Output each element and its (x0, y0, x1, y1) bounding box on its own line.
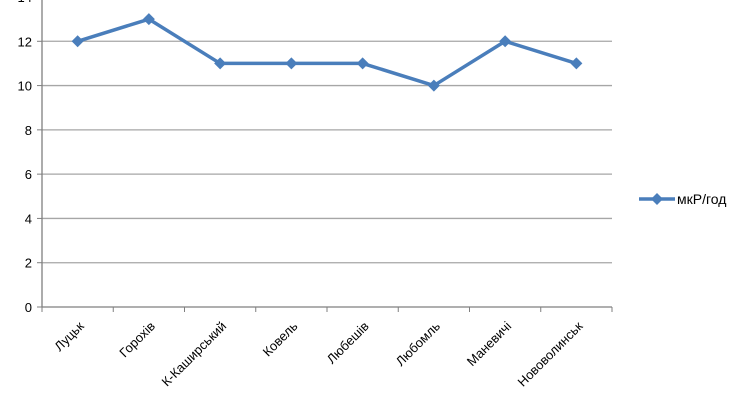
axes (37, 0, 613, 312)
x-tick-label: Маневичі (464, 318, 515, 369)
x-tick-label: Любешів (324, 318, 372, 366)
x-tick-label: Любомль (393, 318, 444, 369)
data-point-marker (499, 35, 512, 48)
x-tick-label: Горохів (116, 318, 158, 360)
y-tick-label: 6 (25, 167, 32, 182)
legend: мкР/год (639, 191, 726, 207)
series-line (77, 17, 577, 88)
data-point-marker (356, 57, 369, 70)
data-point-marker (142, 13, 155, 26)
legend-label: мкР/год (677, 191, 726, 207)
data-point-marker (71, 35, 84, 48)
y-tick-labels: 0 2 4 6 8 10 12 14 (18, 0, 32, 315)
grid-lines (42, 40, 612, 264)
data-point-marker (570, 57, 583, 70)
x-tick-labels: Луцьк Горохів К-Каширський Ковель Любешів Люб… (51, 318, 585, 389)
y-tick-label: 4 (25, 211, 32, 226)
data-point-marker (285, 57, 298, 70)
legend-marker (651, 193, 663, 205)
x-tick-label: К-Каширський (158, 319, 229, 390)
data-point-marker (214, 57, 227, 70)
y-tick-label: 8 (25, 123, 32, 138)
y-tick-label: 2 (25, 256, 32, 271)
y-tick-label: 0 (25, 300, 32, 315)
y-tick-label: 14 (18, 0, 32, 5)
y-tick-label: 10 (18, 79, 32, 94)
x-tick-label: Луцьк (51, 318, 87, 354)
y-tick-label: 12 (18, 34, 32, 49)
data-point-marker (427, 79, 440, 92)
x-tick-label: Нововолинськ (515, 318, 586, 389)
x-tick-label: Ковель (260, 318, 301, 359)
series (71, 13, 583, 92)
